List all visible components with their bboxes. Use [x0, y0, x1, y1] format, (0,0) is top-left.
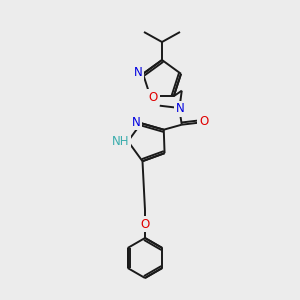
Text: NH: NH: [112, 135, 130, 148]
Text: N: N: [134, 66, 142, 79]
Text: O: O: [199, 115, 208, 128]
Text: N: N: [176, 102, 184, 115]
Text: O: O: [140, 218, 150, 230]
Text: N: N: [132, 116, 140, 129]
Text: O: O: [148, 91, 158, 104]
